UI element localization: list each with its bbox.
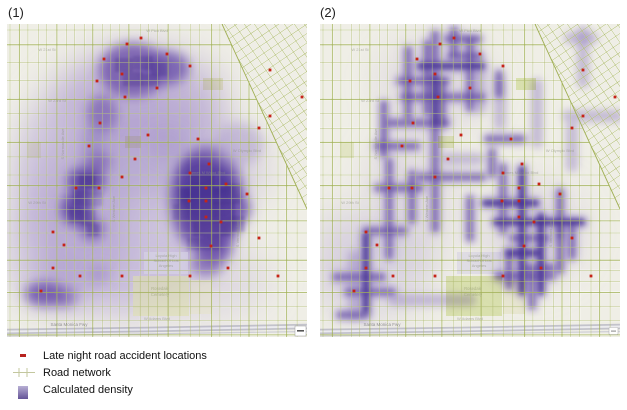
svg-text:S Normandie Ave: S Normandie Ave	[373, 128, 378, 160]
svg-text:School Of Los: School Of Los	[153, 258, 178, 263]
svg-text:S Western Ave: S Western Ave	[111, 195, 116, 222]
svg-text:Loyola High: Loyola High	[468, 253, 489, 258]
svg-text:W Pico Blvd: W Pico Blvd	[146, 28, 168, 33]
svg-text:Cemetery: Cemetery	[464, 292, 483, 297]
svg-text:Angeles: Angeles	[159, 263, 173, 268]
svg-text:W Olympic Blvd: W Olympic Blvd	[233, 148, 261, 153]
svg-text:Santa Monica Fwy: Santa Monica Fwy	[50, 322, 88, 327]
svg-text:Santa Monica Fwy: Santa Monica Fwy	[363, 322, 401, 327]
svg-text:S Normandie Ave: S Normandie Ave	[60, 128, 65, 160]
svg-text:W Olympic Blvd: W Olympic Blvd	[546, 148, 574, 153]
svg-text:S Western Ave: S Western Ave	[424, 195, 429, 222]
svg-text:W 29th St: W 29th St	[341, 200, 359, 205]
svg-text:School Of Los: School Of Los	[466, 258, 491, 263]
svg-text:S Vermont Ave: S Vermont Ave	[235, 220, 240, 247]
svg-text:Rosedale: Rosedale	[151, 286, 169, 291]
svg-text:James M Wood Blvd: James M Wood Blvd	[189, 170, 226, 175]
svg-text:W 29th St: W 29th St	[28, 200, 46, 205]
svg-text:Rosedale: Rosedale	[464, 286, 482, 291]
svg-text:Loyola High: Loyola High	[155, 253, 176, 258]
svg-text:S Vermont Ave: S Vermont Ave	[548, 220, 553, 247]
svg-text:W 23rd St: W 23rd St	[361, 98, 380, 103]
svg-text:W 23rd St: W 23rd St	[48, 98, 67, 103]
svg-text:W Adams Blvd: W Adams Blvd	[457, 316, 483, 321]
svg-text:W 21st St: W 21st St	[38, 47, 56, 52]
svg-text:W Adams Blvd: W Adams Blvd	[144, 316, 170, 321]
svg-text:Cemetery: Cemetery	[151, 292, 170, 297]
svg-text:W 21st St: W 21st St	[351, 47, 369, 52]
svg-text:Angeles: Angeles	[472, 263, 486, 268]
svg-text:W Pico Blvd: W Pico Blvd	[459, 28, 481, 33]
svg-text:James M Wood Blvd: James M Wood Blvd	[502, 170, 539, 175]
